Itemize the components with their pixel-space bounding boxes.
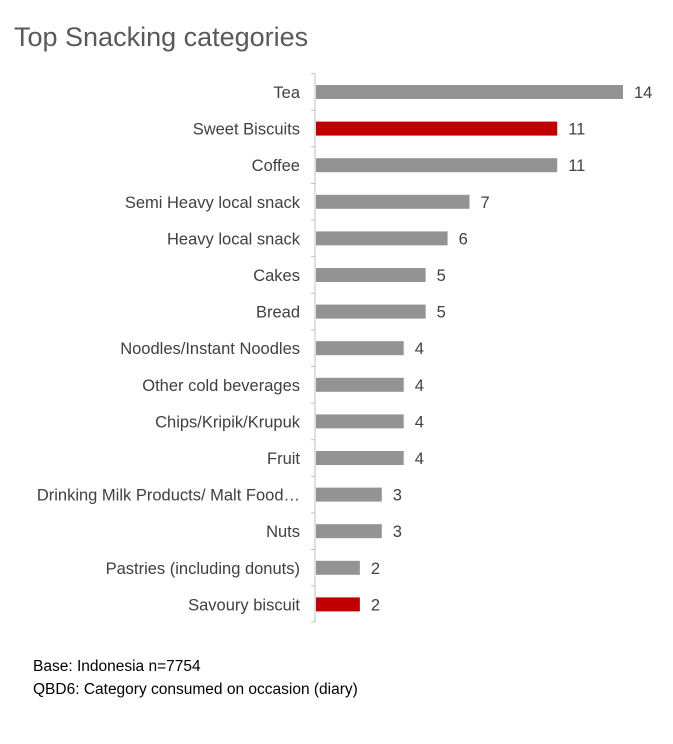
data-label: 4 <box>415 377 424 395</box>
bar <box>316 487 382 502</box>
bar <box>316 341 404 356</box>
category-label: Other cold beverages <box>142 377 300 395</box>
data-label: 11 <box>568 157 585 175</box>
bar <box>316 304 426 319</box>
data-label: 5 <box>437 267 446 285</box>
data-label: 11 <box>568 121 585 139</box>
data-label: 3 <box>393 487 402 505</box>
data-label: 14 <box>634 84 652 102</box>
data-label: 6 <box>459 230 468 248</box>
category-label: Savoury biscuit <box>188 596 300 614</box>
bar <box>316 377 404 392</box>
category-label: Semi Heavy local snack <box>125 194 301 212</box>
data-label: 4 <box>415 340 424 358</box>
category-label: Tea <box>273 84 300 102</box>
data-label: 4 <box>415 450 424 468</box>
category-label: Sweet Biscuits <box>193 121 300 139</box>
bar <box>316 560 360 575</box>
data-label: 2 <box>371 560 380 578</box>
category-label: Noodles/Instant Noodles <box>120 340 300 358</box>
bar <box>316 85 623 99</box>
question-note: QBD6: Category consumed on occasion (dia… <box>33 681 358 698</box>
category-label: Pastries (including donuts) <box>106 560 300 578</box>
bar <box>316 231 448 246</box>
bar-chart: Tea 14 Sweet Biscuits 11 Coffee 11 Semi Heavy … <box>37 73 652 623</box>
data-label: 4 <box>415 413 424 431</box>
data-label: 3 <box>393 523 402 541</box>
bar <box>316 268 426 282</box>
bar <box>316 158 558 173</box>
data-label: 7 <box>481 194 490 212</box>
bar <box>316 194 470 209</box>
chart-title: Top Snacking categories <box>14 22 309 52</box>
data-label: 2 <box>371 596 380 614</box>
category-label: Fruit <box>267 450 300 468</box>
category-label: Heavy local snack <box>167 230 301 248</box>
bar <box>316 524 382 539</box>
category-label: Bread <box>256 304 300 322</box>
category-label: Nuts <box>266 523 300 541</box>
category-label: Coffee <box>252 157 300 175</box>
category-label: Chips/Kripik/Krupuk <box>155 413 301 431</box>
bar <box>316 414 404 429</box>
category-label: Drinking Milk Products/ Malt Food… <box>37 487 300 505</box>
data-label: 5 <box>437 304 446 322</box>
base-note: Base: Indonesia n=7754 <box>33 658 201 675</box>
bar <box>316 121 558 136</box>
bar <box>316 597 360 612</box>
bar <box>316 451 404 465</box>
category-label: Cakes <box>253 267 300 285</box>
